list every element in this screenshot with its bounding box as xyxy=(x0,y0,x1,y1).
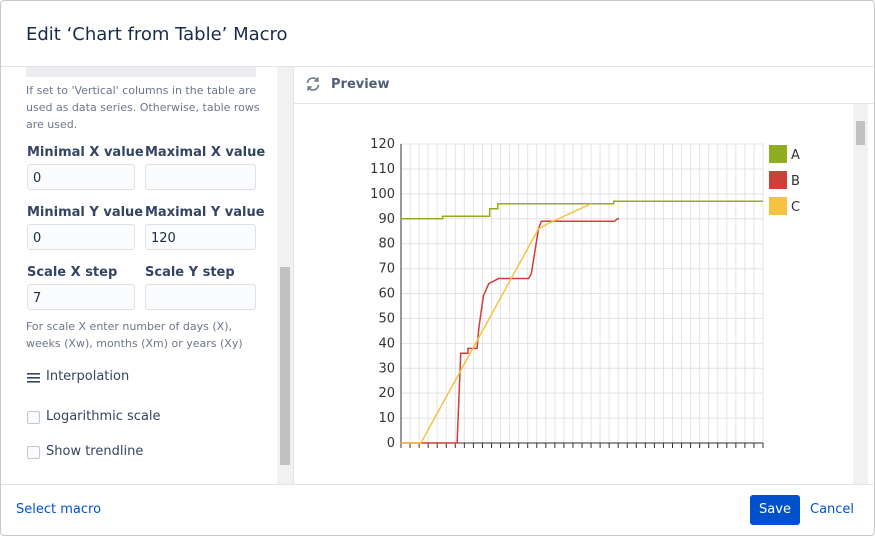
legend-swatch xyxy=(769,171,787,189)
checkbox[interactable] xyxy=(27,411,40,424)
text-input[interactable]: 0 xyxy=(27,224,135,250)
dialog-title: Edit ‘Chart from Table’ Macro xyxy=(26,24,288,45)
y-tick-label: 110 xyxy=(370,162,395,177)
y-tick-label: 50 xyxy=(378,311,395,326)
checkbox[interactable] xyxy=(27,446,40,459)
y-tick-label: 0 xyxy=(387,436,395,451)
legend-label: A xyxy=(791,148,800,163)
scale-help: For scale X enter number of days (X), we… xyxy=(26,320,243,350)
y-tick-label: 60 xyxy=(378,287,395,302)
checkbox-label[interactable]: Logarithmic scale xyxy=(46,409,161,424)
field-label: Scale Y step xyxy=(145,265,235,280)
field-label: Minimal X value xyxy=(27,145,144,160)
checkbox-label[interactable]: Show trendline xyxy=(46,444,144,459)
y-tick-label: 100 xyxy=(370,187,395,202)
y-tick-label: 30 xyxy=(378,361,395,376)
y-tick-label: 80 xyxy=(378,237,395,252)
field-label: Minimal Y value xyxy=(27,205,144,220)
scroll-thumb[interactable] xyxy=(280,267,290,465)
y-tick-label: 10 xyxy=(378,411,395,426)
text-input[interactable]: 0 xyxy=(27,164,135,190)
header-divider xyxy=(1,66,874,67)
y-tick-label: 40 xyxy=(378,336,395,351)
scrollbar[interactable] xyxy=(853,104,868,484)
preview-label: Preview xyxy=(331,77,390,92)
series-line xyxy=(401,218,620,444)
series-line xyxy=(401,200,763,220)
chart: 0 10 20 30 40 50 60 70 80 90 100 110 120 ABC xyxy=(370,137,800,451)
y-tick-label: 70 xyxy=(378,262,395,277)
text-input[interactable]: 7 xyxy=(27,284,135,310)
text-input[interactable] xyxy=(145,164,256,190)
cancel-link[interactable]: Cancel xyxy=(810,502,855,517)
preview-divider xyxy=(294,103,874,104)
y-tick-label: 90 xyxy=(378,212,395,227)
menu-icon xyxy=(27,373,40,383)
select-box[interactable] xyxy=(26,67,256,77)
scrollbar[interactable] xyxy=(277,67,293,484)
legend-swatch xyxy=(769,197,787,215)
y-tick-label: 120 xyxy=(370,137,395,152)
scroll-thumb[interactable] xyxy=(856,121,865,145)
select-macro-link[interactable]: Select macro xyxy=(16,502,102,517)
text-input[interactable]: 120 xyxy=(145,224,256,250)
footer-divider xyxy=(1,484,874,485)
refresh-icon[interactable] xyxy=(305,76,321,92)
y-tick-label: 20 xyxy=(378,386,395,401)
interpolation-toggle[interactable]: Interpolation xyxy=(46,369,130,384)
panel-divider xyxy=(293,67,294,484)
text-input[interactable] xyxy=(145,284,256,310)
field-label: Scale X step xyxy=(27,265,118,280)
legend-label: C xyxy=(791,200,800,215)
series-line xyxy=(401,203,592,444)
legend-label: B xyxy=(791,174,800,189)
field-label: Maximal X value xyxy=(145,145,266,160)
field-label: Maximal Y value xyxy=(145,205,265,220)
save-button[interactable]: Save xyxy=(750,495,800,525)
series-help: If set to 'Vertical' columns in the tabl… xyxy=(26,84,260,131)
legend-swatch xyxy=(769,145,787,163)
